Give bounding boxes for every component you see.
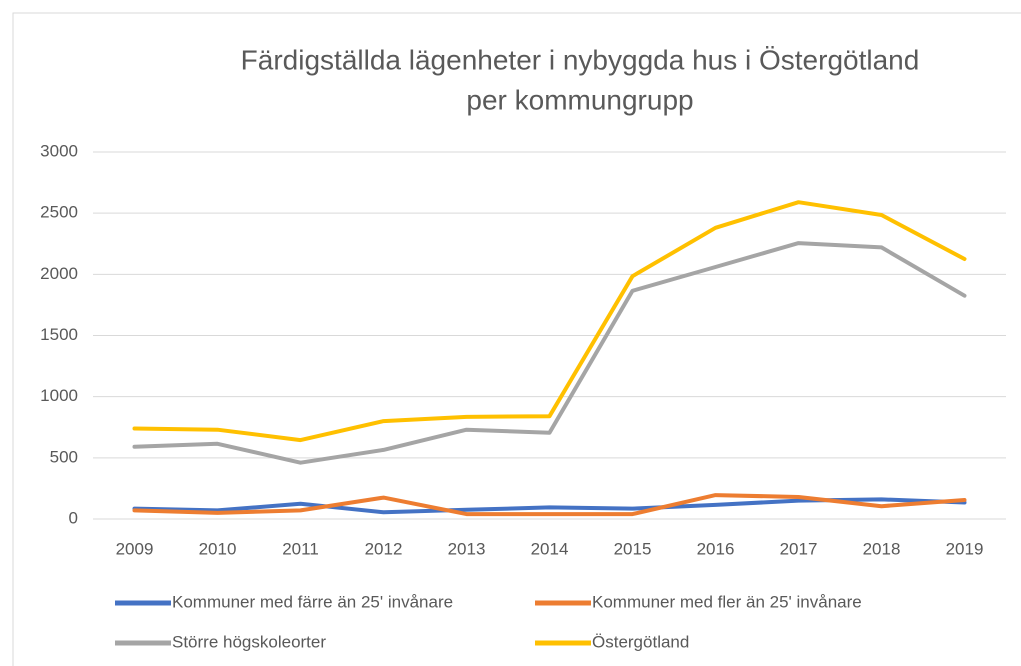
x-tick-label: 2012: [365, 539, 403, 558]
y-tick-label: 0: [69, 508, 78, 527]
x-tick-label: 2011: [282, 539, 319, 558]
series-line: [132, 200, 967, 443]
y-tick-label: 1500: [40, 325, 78, 344]
y-tick-label: 2500: [40, 203, 78, 222]
y-tick-label: 500: [50, 447, 78, 466]
legend-label: Större högskoleorter: [172, 632, 326, 651]
x-tick-label: 2019: [946, 539, 984, 558]
x-tick-label: 2017: [780, 539, 818, 558]
series-line: [132, 493, 967, 517]
y-tick-label: 3000: [40, 141, 78, 160]
series-line: [132, 241, 967, 465]
x-tick-label: 2014: [531, 539, 569, 558]
legend-label: Östergötland: [592, 632, 689, 651]
y-tick-label: 2000: [40, 264, 78, 283]
legend-label: Kommuner med färre än 25' invånare: [172, 592, 453, 611]
chart-border: [12, 12, 1021, 666]
chart-subtitle: per kommungrupp: [466, 84, 693, 115]
chart-title: Färdigställda lägenheter i nybyggda hus …: [241, 44, 920, 75]
x-tick-label: 2010: [199, 539, 237, 558]
x-tick-label: 2013: [448, 539, 486, 558]
x-tick-label: 2018: [863, 539, 901, 558]
x-tick-label: 2015: [614, 539, 652, 558]
x-tick-label: 2016: [697, 539, 735, 558]
y-tick-label: 1000: [40, 386, 78, 405]
x-tick-label: 2009: [116, 539, 154, 558]
legend-label: Kommuner med fler än 25' invånare: [592, 592, 862, 611]
